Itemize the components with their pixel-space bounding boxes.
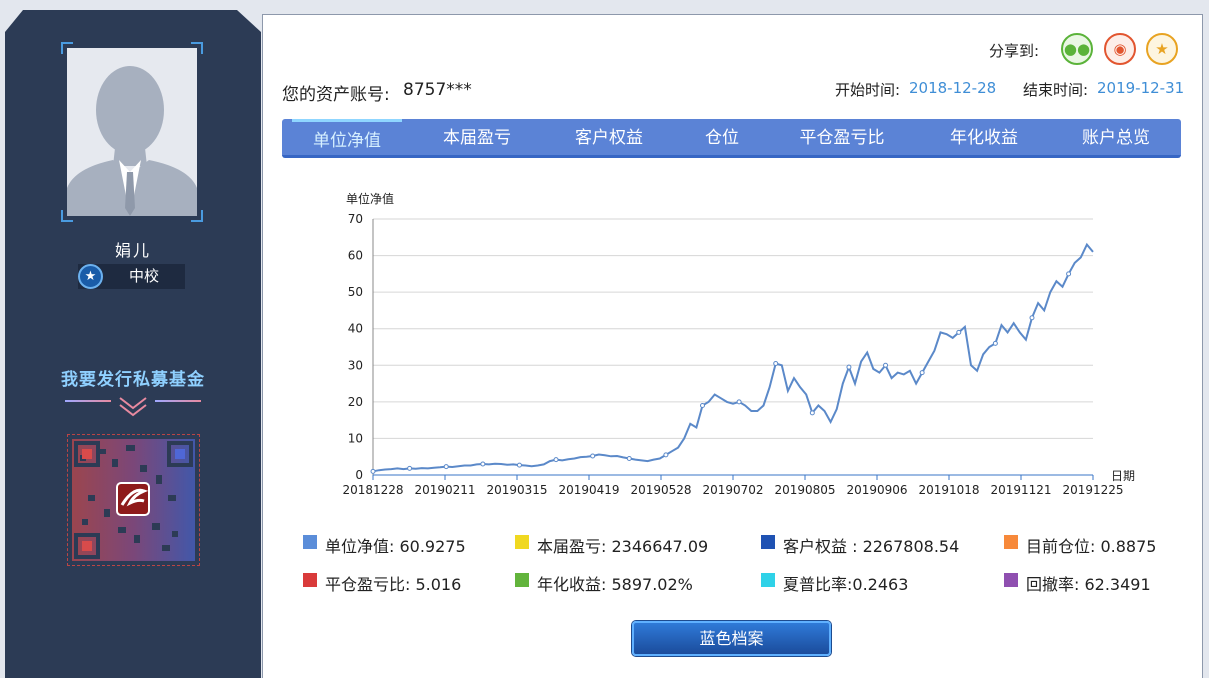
y-tick-label: 50: [348, 285, 363, 299]
x-tick-label: 20190211: [414, 483, 475, 497]
data-point: [516, 462, 522, 468]
y-tick-label: 30: [348, 358, 363, 372]
sidebar: 娟儿 ★ 中校 我要发行私募基金: [5, 10, 261, 678]
y-tick-label: 40: [348, 322, 363, 336]
start-time-label: 开始时间:: [835, 81, 901, 99]
data-point: [736, 399, 742, 405]
frame-corner: [61, 210, 73, 222]
weibo-icon[interactable]: ◉: [1104, 33, 1136, 65]
data-point: [553, 457, 559, 463]
tab-annual-return[interactable]: 年化收益: [950, 128, 1018, 148]
nav-series-line: [372, 242, 1094, 473]
rank-badge: ★ 中校: [78, 264, 185, 289]
data-point: [626, 456, 632, 462]
x-axis-label: 日期: [1111, 469, 1135, 483]
blue-archive-button[interactable]: 蓝色档案: [632, 621, 831, 656]
legend-label: 夏普比率:0.2463: [783, 575, 909, 594]
end-time-value: 2019-12-31: [1097, 79, 1185, 97]
x-tick-label: 20190805: [774, 483, 835, 497]
tab-bar: 单位净值 本届盈亏 客户权益 仓位 平仓盈亏比 年化收益 账户总览: [282, 119, 1181, 158]
start-time-value: 2018-12-28: [909, 79, 997, 97]
rank-label: 中校: [128, 267, 159, 285]
tab-close-pnl-ratio[interactable]: 平仓盈亏比: [799, 128, 885, 148]
y-tick-label: 70: [348, 212, 363, 226]
divider-left: [65, 400, 111, 402]
qr-code: [67, 434, 200, 566]
data-point: [992, 340, 998, 346]
avatar[interactable]: [67, 48, 197, 216]
legend-swatch: [515, 573, 529, 587]
x-tick-label: 20191225: [1062, 483, 1123, 497]
x-tick-label: 20191121: [990, 483, 1051, 497]
star-icon: ★: [78, 264, 103, 289]
share-label: 分享到:: [989, 42, 1040, 60]
x-tick-label: 20190906: [846, 483, 907, 497]
data-point: [809, 410, 815, 416]
private-fund-link[interactable]: 我要发行私募基金: [61, 370, 205, 390]
x-tick-label: 20190419: [558, 483, 619, 497]
legend-label: 本届盈亏: 2346647.09: [537, 537, 709, 556]
y-tick-label: 0: [355, 468, 363, 482]
data-point: [846, 364, 852, 370]
legend-label: 单位净值: 60.9275: [325, 537, 466, 556]
legend-swatch: [761, 535, 775, 549]
legend-swatch: [303, 573, 317, 587]
qr-code-image: [72, 439, 195, 561]
data-point: [883, 362, 889, 368]
legend-label: 客户权益 : 2267808.54: [783, 537, 960, 556]
tab-period-pnl[interactable]: 本届盈亏: [443, 128, 511, 148]
favorite-star-icon[interactable]: ★: [1146, 33, 1178, 65]
divider-right: [155, 400, 201, 402]
data-point: [480, 461, 486, 467]
x-tick-label: 20181228: [342, 483, 403, 497]
y-tick-label: 60: [348, 249, 363, 263]
data-point: [699, 403, 705, 409]
frame-corner: [191, 210, 203, 222]
legend-swatch: [761, 573, 775, 587]
data-point: [443, 464, 449, 470]
tab-unit-nav[interactable]: 单位净值: [292, 119, 402, 158]
legend-swatch: [515, 535, 529, 549]
main-panel: 分享到: ●● ◉ ★ 您的资产账号: 8757*** 开始时间: 2018-1…: [262, 14, 1203, 678]
user-silhouette-icon: [67, 48, 197, 216]
x-tick-label: 20190315: [486, 483, 547, 497]
legend-swatch: [1004, 535, 1018, 549]
tab-position[interactable]: 仓位: [705, 128, 739, 148]
data-point: [663, 452, 669, 458]
data-point: [590, 453, 596, 459]
user-name: 娟儿: [114, 241, 151, 260]
data-point: [1066, 271, 1072, 277]
wechat-icon[interactable]: ●●: [1061, 33, 1093, 65]
legend-label: 平仓盈亏比: 5.016: [325, 575, 462, 594]
data-point: [773, 360, 779, 366]
legend-swatch: [303, 535, 317, 549]
data-point: [1029, 315, 1035, 321]
tab-account-overview[interactable]: 账户总览: [1082, 128, 1150, 148]
x-tick-label: 20191018: [918, 483, 979, 497]
tab-customer-equity[interactable]: 客户权益: [575, 128, 643, 148]
y-axis-label: 单位净值: [346, 191, 394, 206]
legend-label: 目前仓位: 0.8875: [1026, 537, 1157, 556]
data-point: [956, 329, 962, 335]
chevron-down-icon: [119, 397, 147, 417]
data-point: [407, 465, 413, 471]
legend-label: 回撤率: 62.3491: [1026, 575, 1151, 594]
end-time-label: 结束时间:: [1023, 81, 1089, 99]
account-value: 8757***: [403, 80, 472, 100]
x-tick-label: 20190702: [702, 483, 763, 497]
data-point: [919, 370, 925, 376]
legend-label: 年化收益: 5897.02%: [537, 575, 693, 594]
legend-swatch: [1004, 573, 1018, 587]
y-tick-label: 20: [348, 395, 363, 409]
y-tick-label: 10: [348, 431, 363, 445]
frame-corner: [61, 42, 73, 54]
account-label: 您的资产账号:: [282, 85, 390, 105]
frame-corner: [191, 42, 203, 54]
x-tick-label: 20190528: [630, 483, 691, 497]
data-point: [370, 468, 376, 474]
